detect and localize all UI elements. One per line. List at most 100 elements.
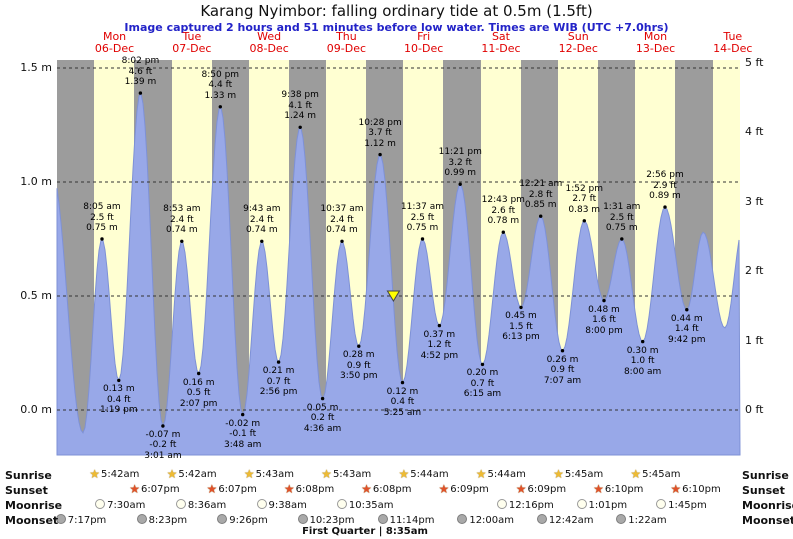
moonset-marker: 1:22am [616, 514, 667, 526]
moonrise-time: 1:45pm [668, 500, 707, 511]
tide-annotation-high: 2:56 pm 2.9 ft 0.89 m [646, 170, 684, 202]
y-axis-label-right: 3 ft [745, 194, 764, 208]
moonset-time: 8:23pm [148, 515, 188, 526]
moonrise-marker: 9:38am [256, 499, 307, 511]
tide-extreme-dot [100, 237, 104, 241]
sunset-time: 6:07pm [218, 484, 257, 495]
moonset-icon [377, 514, 388, 524]
moonset-row-label-left: Moonset [5, 514, 59, 527]
moonset-icon [457, 514, 468, 524]
sunset-time: 6:08pm [372, 484, 412, 495]
y-axis-label-right: 4 ft [745, 125, 764, 139]
sunset-star-icon: ★ [361, 482, 372, 496]
moonset-marker: 9:26pm [217, 514, 268, 526]
sunrise-time: 5:45am [642, 469, 681, 480]
sunrise-marker: ★5:42am [89, 468, 139, 480]
sunrise-marker: ★5:43am [244, 468, 294, 480]
y-axis-label-left: 0.5 m [20, 289, 52, 302]
tide-annotation-high: 1:52 pm 2.7 ft 0.83 m [565, 183, 604, 215]
moon-phase-label: First Quarter | 8:35am [302, 526, 428, 537]
tide-extreme-dot [420, 237, 425, 241]
tide-extreme-dot [241, 412, 245, 417]
sunrise-star-icon: ★ [166, 467, 178, 481]
sunset-star-icon: ★ [283, 482, 295, 496]
day-label: Mon 06-Dec [94, 30, 135, 55]
sunset-star-icon: ★ [670, 482, 682, 496]
tide-extreme-dot [458, 182, 462, 186]
tide-extreme-dot [357, 344, 361, 348]
tide-extreme-dot [602, 298, 606, 303]
sunrise-time: 5:42am [178, 469, 217, 480]
sunrise-row-label-left: Sunrise [5, 469, 52, 482]
moonset-time: 12:42am [548, 515, 594, 526]
tide-annotation-high: 1:31 am 2.5 ft 0.75 m [603, 202, 641, 233]
moonset-marker: 12:42am [536, 514, 594, 526]
sunrise-row-label-right: Sunrise [742, 469, 789, 482]
tide-annotation-high: 12:21 am 2.8 ft 0.85 m [519, 179, 563, 211]
y-axis-label-right: 5 ft [745, 55, 764, 69]
moonset-icon [217, 514, 228, 524]
moonset-icon [616, 514, 627, 524]
page-subtitle: Image captured 2 hours and 51 minutes be… [124, 21, 669, 34]
tide-extreme-dot [620, 237, 624, 241]
tide-annotation-low: 0.20 m 0.7 ft 6:15 am [463, 368, 502, 400]
moonset-time: 9:26pm [229, 515, 268, 526]
tide-extreme-dot [340, 239, 344, 243]
moonrise-time: 12:16pm [508, 500, 554, 511]
sunrise-time: 5:45am [564, 469, 604, 480]
sunrise-marker: ★5:44am [399, 468, 449, 480]
tide-extreme-dot [480, 362, 485, 367]
tide-extreme-dot [197, 371, 201, 376]
moonset-time: 12:00am [469, 515, 515, 526]
moonset-icon [536, 514, 547, 524]
day-label: Fri 10-Dec [404, 30, 444, 55]
day-label: Thu 09-Dec [326, 30, 367, 55]
tide-extreme-dot [663, 205, 667, 209]
tide-extreme-dot [161, 424, 165, 428]
tide-extreme-dot [138, 91, 143, 95]
sunset-marker: ★6:07pm [207, 483, 257, 495]
tide-annotation-high: 8:50 pm 4.4 ft 1.33 m [201, 69, 240, 101]
sunset-row-label-left: Sunset [5, 484, 48, 497]
moonrise-marker: 10:35am [336, 499, 394, 511]
tide-extreme-dot [180, 239, 184, 243]
y-axis-label-right: 0 ft [745, 403, 764, 416]
tide-extreme-dot [260, 239, 264, 243]
day-label: Tue 07-Dec [172, 30, 212, 55]
sunrise-marker: ★5:45am [553, 468, 604, 480]
moonrise-marker: 7:30am [95, 499, 145, 511]
current-tide-level-marker [386, 290, 401, 302]
tide-annotation-high: 9:43 am 2.4 ft 0.74 m [243, 204, 281, 236]
tide-annotation-low: 0.30 m 1.0 ft 8:00 am [623, 345, 662, 377]
moonrise-marker: 1:01pm [576, 499, 628, 511]
sunset-time: 6:07pm [141, 484, 180, 495]
moonset-row-label-right: Moonset [742, 514, 793, 527]
sunset-star-icon: ★ [515, 482, 527, 496]
sunrise-marker: ★5:45am [630, 467, 681, 481]
moonrise-time: 1:01pm [588, 500, 628, 511]
tide-extreme-dot [560, 349, 565, 353]
sunrise-star-icon: ★ [630, 467, 642, 481]
tide-annotation-low: 0.44 m 1.4 ft 9:42 pm [667, 313, 706, 345]
tide-annotation-low: 0.13 m 0.4 ft 1:19 pm [100, 384, 138, 416]
page-title: Karang Nyimbor: falling ordinary tide at… [200, 2, 593, 20]
moonrise-icon [496, 499, 507, 509]
sunset-marker: ★6:09pm [438, 483, 488, 495]
sunrise-marker: ★5:42am [166, 467, 217, 481]
moonset-icon [136, 514, 147, 524]
sunset-time: 6:09pm [527, 484, 567, 495]
tide-annotation-high: 8:53 am 2.4 ft 0.74 m [163, 204, 201, 236]
moonset-marker: 12:00am [457, 514, 514, 526]
y-axis-label-right: 1 ft [745, 333, 764, 347]
tide-annotation-high: 11:21 pm 3.2 ft 0.99 m [438, 147, 482, 179]
tide-extreme-dot [117, 378, 121, 383]
sunset-time: 6:08pm [295, 484, 335, 495]
tide-plot: 8:05 am 2.5 ft 0.75 m 0.13 m 0.4 ft 1:19 pm 8:… [56, 56, 741, 461]
moonrise-icon [576, 499, 587, 509]
tide-extreme-dot [685, 308, 689, 312]
moonset-marker: 11:14pm [377, 514, 435, 526]
sunset-marker: ★6:08pm [361, 482, 412, 496]
sunset-time: 6:10pm [682, 484, 721, 495]
moonset-time: 11:14pm [389, 515, 435, 526]
